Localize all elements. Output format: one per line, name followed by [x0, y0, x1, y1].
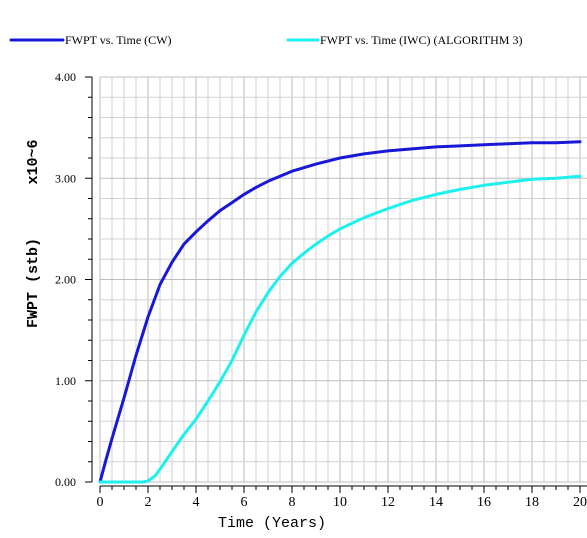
x-tick-label: 20 — [573, 495, 587, 510]
x-tick-label: 12 — [381, 495, 395, 510]
y-tick-label: 2.00 — [55, 273, 76, 287]
x-tick-label: 0 — [97, 495, 104, 510]
x-tick-label: 2 — [145, 495, 152, 510]
y-axis-title: FWPT (stb) — [25, 238, 42, 328]
x-tick-label: 6 — [241, 495, 248, 510]
axis-labels: 0.00 1.00 2.00 3.00 4.00 0 2 4 6 8 10 12 14 16 18 20 Tim… — [25, 70, 587, 532]
x-tick-label: 16 — [477, 495, 491, 510]
x-tick-label: 18 — [525, 495, 539, 510]
legend-label-2: FWPT vs. Time (IWC) (ALGORITHM 3) — [320, 33, 522, 47]
legend-label-1: FWPT vs. Time (CW) — [65, 33, 171, 47]
series-line-1 — [98, 140, 582, 484]
y-axis-title-group: FWPT (stb) x10~6 — [25, 139, 42, 328]
x-tick-label: 14 — [429, 495, 443, 510]
x-tick-label: 4 — [193, 495, 200, 510]
series-lines — [98, 140, 582, 484]
y-tick-label: 0.00 — [55, 475, 76, 489]
y-tick-label: 3.00 — [55, 171, 76, 185]
x-tick-label: 10 — [333, 495, 347, 510]
axes — [85, 76, 587, 493]
x-axis-title: Time (Years) — [218, 515, 326, 532]
y-tick-label: 1.00 — [55, 374, 76, 388]
y-tick-label: 4.00 — [55, 70, 76, 84]
y-axis-multiplier: x10~6 — [25, 139, 42, 184]
x-tick-label: 8 — [289, 495, 296, 510]
grid — [99, 76, 587, 483]
series-line-2 — [98, 174, 582, 484]
legend: FWPT vs. Time (CW) FWPT vs. Time (IWC) (A… — [9, 33, 522, 47]
